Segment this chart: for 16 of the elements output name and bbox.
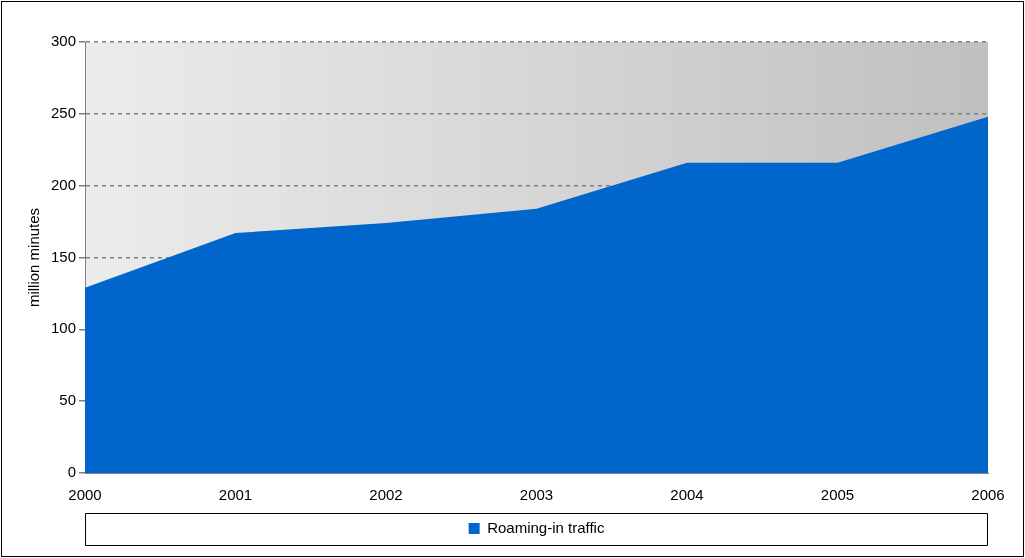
y-axis-title: million minutes bbox=[25, 207, 43, 308]
y-tick-label: 100 bbox=[51, 319, 77, 337]
y-tick-label: 300 bbox=[51, 32, 77, 50]
x-tick-label: 2003 bbox=[519, 486, 554, 504]
x-tick-label: 2002 bbox=[369, 486, 403, 504]
y-tick-label: 0 bbox=[67, 463, 77, 481]
x-tick-label: 2005 bbox=[820, 486, 855, 504]
y-tick-label: 250 bbox=[51, 103, 77, 121]
y-tick-label: 200 bbox=[51, 175, 77, 193]
x-tick-label: 2004 bbox=[670, 486, 704, 504]
y-tick-label: 50 bbox=[59, 391, 77, 409]
x-tick-label: 2001 bbox=[218, 486, 253, 504]
legend-label: Roaming-in traffic bbox=[487, 518, 605, 536]
x-tick-label: 2006 bbox=[971, 486, 1005, 504]
x-tick-label: 2000 bbox=[68, 486, 102, 504]
y-tick-label: 150 bbox=[51, 247, 77, 265]
